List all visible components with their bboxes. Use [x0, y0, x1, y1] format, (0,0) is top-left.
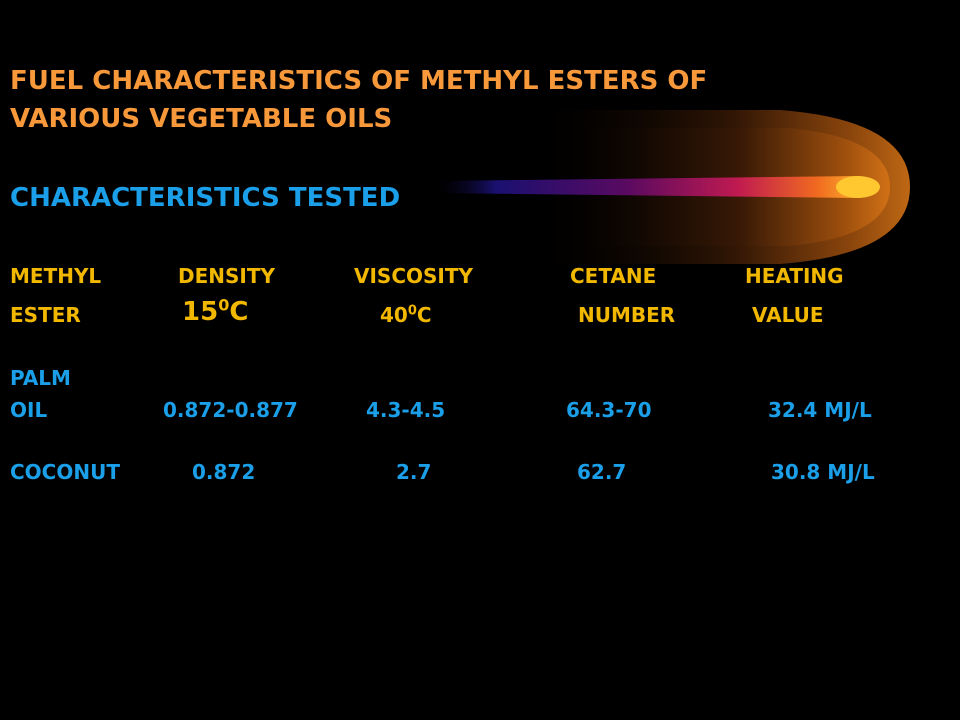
header-number: NUMBER — [578, 303, 676, 327]
subtitle: CHARACTERISTICS TESTED — [10, 183, 401, 213]
density-degree: 0 — [218, 295, 230, 315]
viscosity-temp-value: 40 — [380, 303, 408, 327]
header-density-temp: 150C — [182, 297, 248, 327]
comet-core — [836, 176, 880, 198]
title-line-2: VARIOUS VEGETABLE OILS — [10, 104, 393, 134]
row-palm-viscosity: 4.3-4.5 — [366, 398, 446, 422]
row-coconut-density: 0.872 — [192, 460, 256, 484]
row-palm-density: 0.872-0.877 — [163, 398, 298, 422]
header-ester: ESTER — [10, 303, 81, 327]
density-temp-unit: C — [229, 297, 249, 327]
viscosity-degree: 0 — [407, 303, 417, 319]
header-heating: HEATING — [745, 264, 844, 288]
comet-tail — [430, 176, 870, 198]
row-coconut-heating: 30.8 MJ/L — [771, 460, 875, 484]
header-viscosity: VISCOSITY — [354, 264, 473, 288]
row-coconut-cetane: 62.7 — [577, 460, 627, 484]
row-coconut-viscosity: 2.7 — [396, 460, 432, 484]
title-line-1: FUEL CHARACTERISTICS OF METHYL ESTERS OF — [10, 66, 708, 96]
header-density: DENSITY — [178, 264, 275, 288]
density-temp-value: 15 — [182, 297, 219, 327]
viscosity-temp-unit: C — [416, 303, 432, 327]
row-palm-name-line1: PALM — [10, 366, 71, 390]
row-palm-cetane: 64.3-70 — [566, 398, 652, 422]
row-palm-heating: 32.4 MJ/L — [768, 398, 872, 422]
header-cetane: CETANE — [570, 264, 657, 288]
header-viscosity-temp: 400C — [380, 303, 432, 327]
row-palm-name-line2: OIL — [10, 398, 48, 422]
header-methyl: METHYL — [10, 264, 102, 288]
header-value: VALUE — [752, 303, 824, 327]
row-coconut-name: COCONUT — [10, 460, 120, 484]
